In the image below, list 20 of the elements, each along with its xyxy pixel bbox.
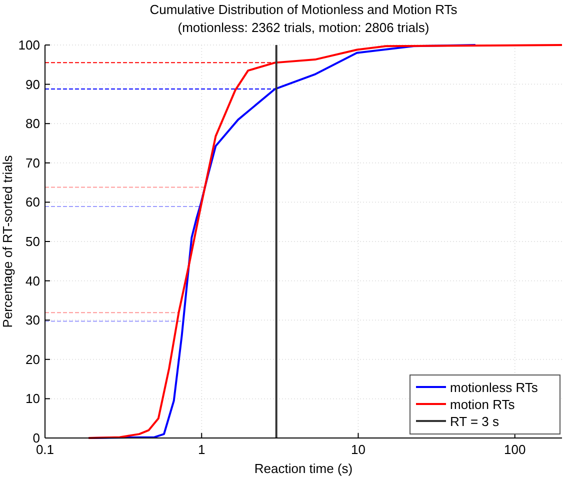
y-tick-label: 40 (26, 273, 40, 288)
x-tick-label: 10 (351, 442, 366, 457)
legend-label: motionless RTs (450, 380, 538, 395)
x-tick-label: 1 (198, 442, 206, 457)
y-tick-label: 20 (26, 352, 40, 367)
x-tick-label: 100 (504, 442, 526, 457)
y-tick-label: 70 (26, 155, 40, 170)
x-axis-title: Reaction time (s) (254, 461, 353, 476)
y-tick-label: 90 (26, 76, 40, 92)
chart-title: Cumulative Distribution of Motionless and Motion RTs (150, 2, 458, 17)
legend-label: motion RTs (450, 397, 516, 412)
y-tick-label: 100 (18, 38, 40, 52)
y-tick-label: 60 (26, 194, 40, 210)
y-tick-label: 80 (26, 116, 40, 132)
legend-label: RT = 3 s (450, 414, 500, 429)
y-tick-label: 30 (26, 312, 40, 328)
y-tick-label: 10 (26, 391, 40, 406)
y-axis-title: Percentage of RT-sorted trials (0, 154, 15, 328)
chart-subtitle: (motionless: 2362 trials, motion: 2806 trials) (178, 20, 430, 35)
y-tick-label: 50 (26, 234, 40, 249)
